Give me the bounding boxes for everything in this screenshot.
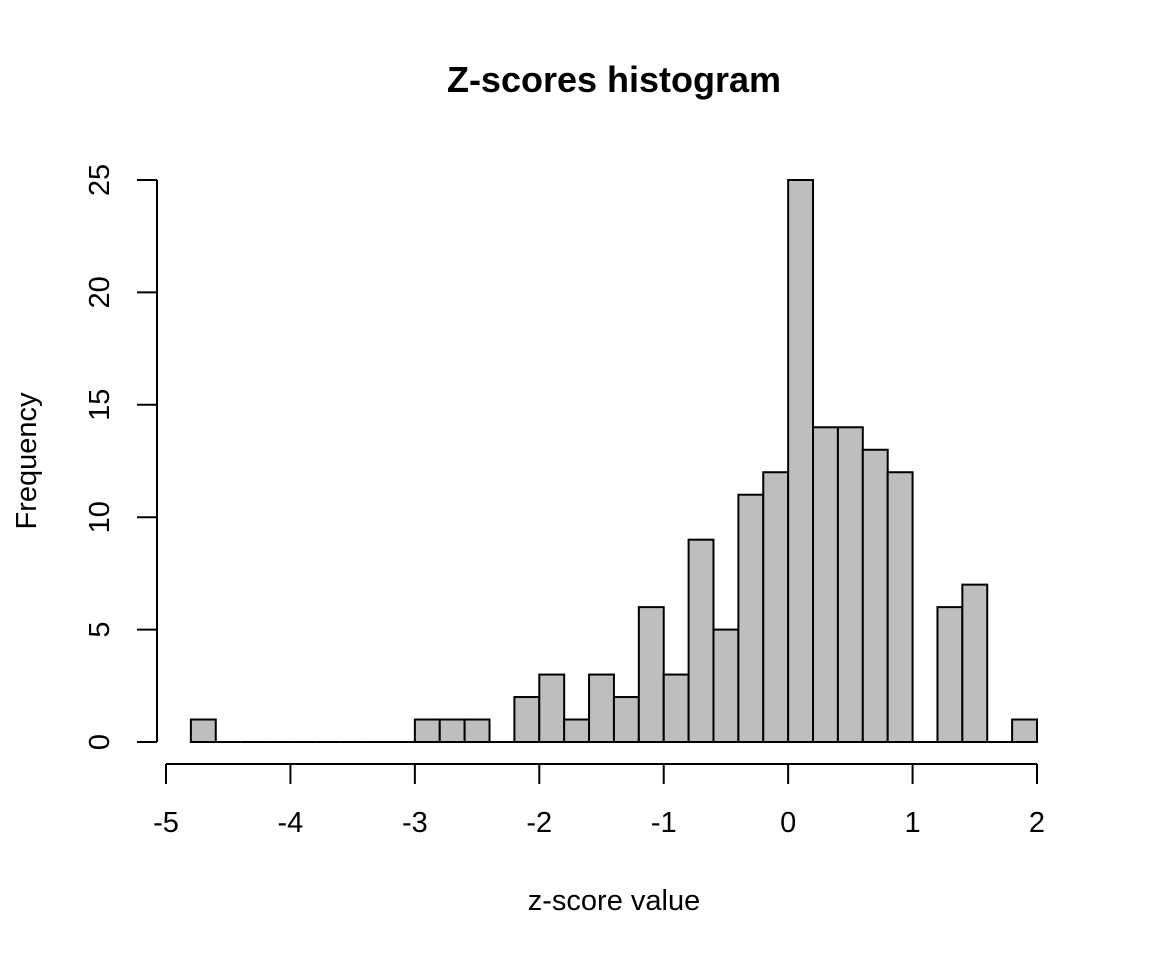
- y-tick-label-4: 20: [84, 276, 116, 308]
- histogram-bar-31: [961, 583, 989, 744]
- histogram-bar-25: [812, 426, 839, 743]
- histogram-bar-23: [762, 471, 790, 743]
- x-axis: -5 -4 -3 -2 -1 0 1 2: [153, 763, 1045, 839]
- histogram-bar-15: [563, 718, 591, 744]
- histogram-bar-9: [413, 718, 441, 744]
- histogram-bar-27: [861, 448, 889, 743]
- y-tick-label-2: 10: [84, 501, 116, 533]
- chart-title: Z-scores histogram: [447, 59, 781, 100]
- y-axis-label: Frequency: [11, 392, 43, 530]
- x-tick-label-6: 1: [905, 807, 921, 839]
- histogram-bar-16: [588, 673, 615, 743]
- x-tick-label-3: -2: [526, 807, 552, 839]
- histogram-bar-22: [737, 493, 765, 743]
- y-tick-label-1: 5: [84, 622, 116, 638]
- x-tick-label-1: -4: [278, 807, 304, 839]
- histogram-bar-10: [438, 718, 466, 744]
- x-tick-label-2: -3: [402, 807, 428, 839]
- histogram-bar-18: [637, 606, 665, 743]
- histogram-bar-0: [189, 718, 217, 744]
- histogram-bar-33: [1011, 718, 1038, 744]
- x-tick-label-7: 2: [1029, 807, 1045, 839]
- histogram-bar-13: [513, 696, 541, 743]
- histogram-bar-20: [687, 538, 715, 743]
- histogram-bar-21: [712, 628, 740, 743]
- y-axis: 0 5 10 15 20 25: [84, 164, 158, 750]
- y-tick-label-5: 25: [84, 164, 116, 196]
- histogram-bar-26: [836, 426, 864, 743]
- histogram-bar-17: [612, 696, 640, 743]
- x-tick-label-5: 0: [780, 807, 796, 839]
- y-tick-label-0: 0: [84, 734, 116, 750]
- histogram-bar-14: [538, 673, 566, 743]
- histogram-bar-28: [886, 471, 914, 743]
- histogram-bar-19: [662, 673, 690, 743]
- histogram-bar-11: [463, 718, 491, 744]
- bars-group: [189, 179, 1038, 744]
- x-tick-label-4: -1: [651, 807, 677, 839]
- y-tick-label-3: 15: [84, 389, 116, 421]
- x-tick-label-0: -5: [153, 807, 179, 839]
- histogram-bar-24: [787, 179, 815, 743]
- x-axis-label: z-score value: [528, 885, 700, 917]
- histogram-bar-30: [936, 606, 964, 743]
